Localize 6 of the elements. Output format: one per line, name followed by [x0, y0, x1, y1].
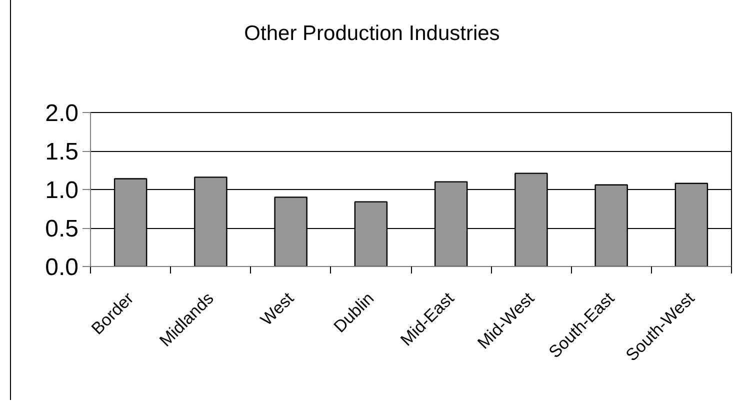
y-tick-label: 0.0: [45, 254, 79, 281]
y-tick-label: 2.0: [45, 100, 79, 127]
chart-title: Other Production Industries: [244, 21, 500, 47]
y-tick-label: 1.0: [45, 177, 79, 204]
y-tick-label: 0.5: [45, 216, 79, 242]
y-tick-label: 1.5: [45, 138, 79, 166]
